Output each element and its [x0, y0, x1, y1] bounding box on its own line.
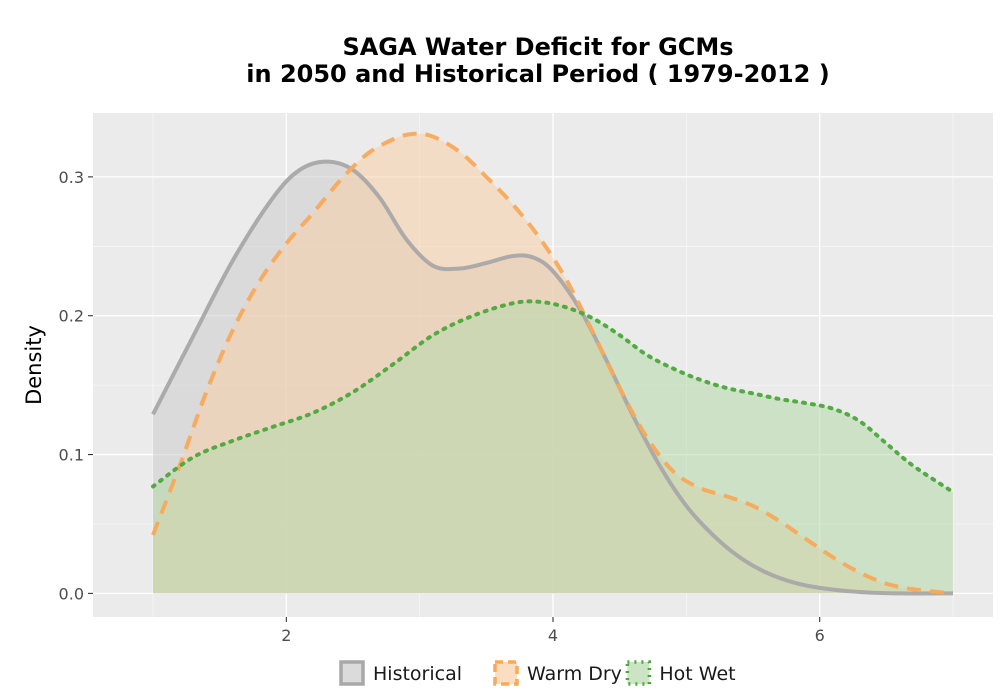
- chart-subtitle: in 2050 and Historical Period ( 1979-201…: [246, 60, 829, 88]
- chart-title: SAGA Water Deficit for GCMs: [342, 33, 733, 61]
- y-tick-label: 0.3: [59, 168, 84, 187]
- x-tick-label: 2: [281, 626, 291, 645]
- legend-label: Warm Dry: [527, 663, 622, 685]
- x-tick-label: 6: [815, 626, 825, 645]
- density-line-hot-wet: [151, 299, 955, 495]
- legend-label: Historical: [373, 663, 462, 685]
- legend-key: [339, 660, 365, 686]
- legend-key: [493, 660, 519, 686]
- density-line-historical: [151, 159, 954, 596]
- density-areas: [153, 133, 953, 594]
- density-line-warm-dry: [151, 131, 954, 596]
- legend: Historical Warm Dry Hot Wet: [339, 660, 736, 686]
- legend-key: [625, 660, 652, 686]
- y-tick-label: 0.1: [59, 446, 84, 465]
- y-axis-title: Density: [22, 325, 46, 405]
- density-lines: [151, 131, 955, 596]
- y-tick-label: 0.2: [59, 307, 84, 326]
- x-tick-label: 4: [548, 626, 558, 645]
- density-area-hot-wet: [153, 301, 953, 594]
- legend-label: Hot Wet: [659, 663, 735, 685]
- y-tick-label: 0.0: [59, 584, 84, 603]
- axis-ticks: 2 4 6 0.0 0.1 0.2 0.3: [59, 168, 825, 645]
